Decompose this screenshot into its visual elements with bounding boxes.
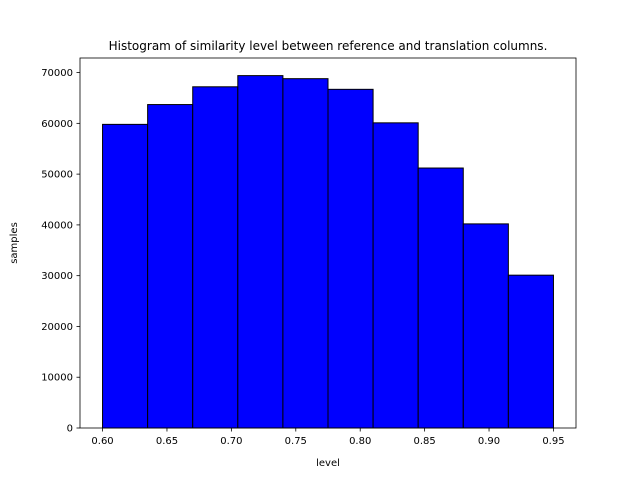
x-tick-label: 0.90: [478, 436, 500, 447]
y-tick-label: 70000: [41, 68, 73, 79]
chart-title: Histogram of similarity level between re…: [109, 39, 548, 53]
x-tick-label: 0.65: [156, 436, 178, 447]
histogram-bar: [192, 86, 239, 429]
histogram-bar: [372, 122, 419, 429]
histogram-bar: [282, 78, 329, 429]
y-tick-label: 30000: [41, 271, 73, 282]
x-axis: 0.60 0.65 0.70 0.75 0.80 0.85 0.90 0.95: [91, 428, 565, 447]
histogram-bar: [417, 167, 464, 429]
y-tick-label: 20000: [41, 322, 73, 333]
bars-group: [102, 75, 554, 429]
plot-frame: [79, 57, 577, 429]
y-tick-label: 10000: [41, 373, 73, 384]
histogram-bar: [327, 88, 374, 429]
x-axis-label: level: [316, 458, 340, 469]
histogram-bar: [462, 223, 509, 429]
histogram-bar: [237, 75, 284, 429]
y-tick-label: 60000: [41, 119, 73, 130]
x-tick-label: 0.95: [542, 436, 564, 447]
y-tick-label: 50000: [41, 170, 73, 181]
histogram-bar: [102, 123, 149, 429]
y-tick-label: 40000: [41, 220, 73, 231]
x-tick-label: 0.60: [91, 436, 113, 447]
histogram-bar: [507, 274, 554, 429]
y-tick-label: 0: [67, 424, 73, 435]
y-axis-label: samples: [9, 222, 20, 264]
x-tick-label: 0.75: [285, 436, 307, 447]
x-tick-label: 0.80: [349, 436, 371, 447]
histogram-bar: [147, 104, 194, 429]
x-tick-label: 0.85: [413, 436, 435, 447]
x-tick-label: 0.70: [220, 436, 242, 447]
y-axis: 0 10000 20000 30000 40000 50000 60000 70000: [41, 68, 80, 435]
